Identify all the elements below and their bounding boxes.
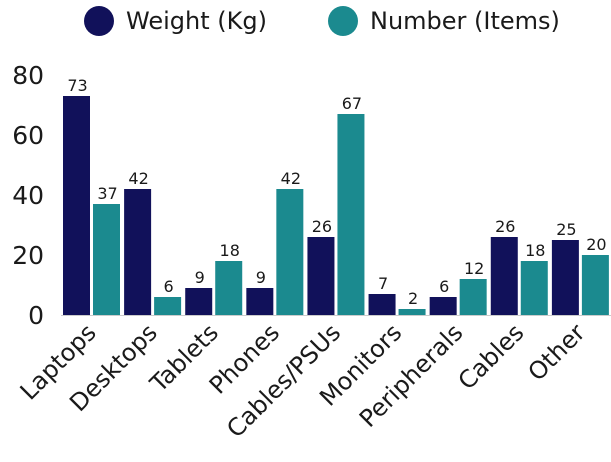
data-label: 9 xyxy=(195,268,205,287)
y-tick-label: 80 xyxy=(12,61,44,90)
data-label: 26 xyxy=(312,217,332,236)
legend-swatch-number xyxy=(328,6,358,36)
data-label: 26 xyxy=(495,217,515,236)
data-label: 20 xyxy=(586,235,606,254)
bar-number xyxy=(398,309,426,315)
legend-label-weight: Weight (Kg) xyxy=(126,7,267,35)
data-label: 9 xyxy=(256,268,266,287)
bar-number xyxy=(154,297,182,315)
legend-item-number: Number (Items) xyxy=(328,6,560,36)
bar-number xyxy=(276,189,304,315)
bar-weight xyxy=(551,240,579,315)
bar-weight xyxy=(368,294,396,315)
chart-legend: Weight (Kg) Number (Items) xyxy=(0,0,611,50)
data-label: 67 xyxy=(342,94,362,113)
data-label: 37 xyxy=(97,184,117,203)
y-tick-label: 60 xyxy=(12,121,44,150)
bar-number xyxy=(93,204,120,315)
bar-number xyxy=(337,114,365,315)
data-label: 7 xyxy=(378,274,388,293)
data-label: 12 xyxy=(464,259,484,278)
data-label: 73 xyxy=(67,76,87,95)
data-label: 42 xyxy=(128,169,148,188)
bar-weight xyxy=(124,189,152,315)
y-tick-label: 20 xyxy=(12,241,44,270)
bar-weight xyxy=(307,237,335,315)
bar-number xyxy=(520,261,548,315)
bar-number xyxy=(215,261,243,315)
bar-weight xyxy=(246,288,274,315)
data-label: 18 xyxy=(525,241,545,260)
data-label: 6 xyxy=(164,277,174,296)
data-label: 6 xyxy=(439,277,449,296)
y-tick-label: 40 xyxy=(12,181,44,210)
bar-weight xyxy=(63,96,90,315)
bar-number xyxy=(581,255,609,315)
data-label: 25 xyxy=(556,220,576,239)
legend-swatch-weight xyxy=(84,6,114,36)
bar-weight xyxy=(490,237,518,315)
y-tick-label: 0 xyxy=(28,301,44,330)
data-label: 18 xyxy=(220,241,240,260)
legend-item-weight: Weight (Kg) xyxy=(84,6,267,36)
data-label: 2 xyxy=(408,289,418,308)
x-tick-label: Other xyxy=(523,318,591,386)
bar-weight xyxy=(429,297,457,315)
legend-label-number: Number (Items) xyxy=(370,7,560,35)
bar-weight xyxy=(185,288,213,315)
bar-number xyxy=(459,279,487,315)
data-label: 42 xyxy=(281,169,301,188)
x-tick-label: Cables xyxy=(453,318,530,395)
